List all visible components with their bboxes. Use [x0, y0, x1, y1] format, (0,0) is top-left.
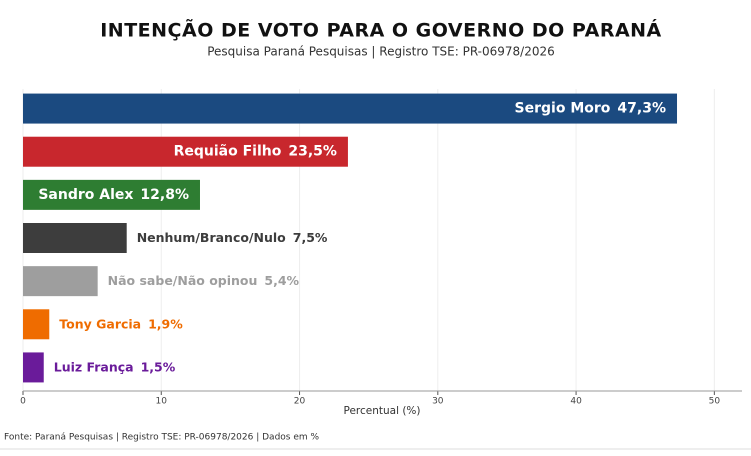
chart-subtitle: Pesquisa Paraná Pesquisas | Registro TSE…	[207, 45, 555, 59]
bar-label: Nenhum/Branco/Nulo 7,5%	[137, 230, 328, 245]
category-label: Tony Garcia	[59, 316, 141, 331]
category-label: Luiz França	[54, 359, 134, 374]
bar-label: Não sabe/Não opinou 5,4%	[108, 273, 300, 288]
bar-label: Sergio Moro 47,3%	[515, 101, 666, 117]
bar-label: Tony Garcia 1,9%	[59, 316, 183, 331]
bar	[23, 309, 50, 340]
category-label: Não sabe/Não opinou	[108, 273, 258, 288]
x-tick-label: 10	[156, 397, 168, 407]
x-tick-label: 50	[709, 397, 721, 407]
category-label: Nenhum/Branco/Nulo	[137, 230, 286, 245]
bar	[23, 136, 348, 167]
x-tick-label: 40	[570, 397, 582, 407]
bar-label: Requião Filho 23,5%	[174, 144, 337, 160]
bar	[23, 352, 44, 383]
category-label: Sergio Moro	[515, 101, 611, 117]
value-label: 12,8%	[140, 187, 189, 203]
bar	[23, 266, 98, 297]
bar	[23, 93, 678, 124]
x-tick-label: 20	[294, 397, 306, 407]
value-label: 23,5%	[288, 144, 337, 160]
bar	[23, 179, 200, 210]
value-label: 1,5%	[141, 359, 176, 374]
chart-title: INTENÇÃO DE VOTO PARA O GOVERNO DO PARAN…	[100, 18, 662, 42]
value-label: 7,5%	[293, 230, 328, 245]
value-label: 47,3%	[617, 101, 666, 117]
bar-label: Sandro Alex 12,8%	[38, 187, 189, 203]
category-label: Sandro Alex	[38, 187, 133, 203]
value-label: 1,9%	[148, 316, 183, 331]
value-label: 5,4%	[264, 273, 299, 288]
x-tick-label: 0	[20, 397, 26, 407]
x-tick-label: 30	[432, 397, 444, 407]
footer: Fonte: Paraná Pesquisas | Registro TSE: …	[4, 433, 319, 443]
category-label: Requião Filho	[174, 144, 282, 160]
x-axis-label: Percentual (%)	[343, 405, 420, 417]
bar-label: Luiz França 1,5%	[54, 359, 176, 374]
bar	[23, 223, 127, 253]
